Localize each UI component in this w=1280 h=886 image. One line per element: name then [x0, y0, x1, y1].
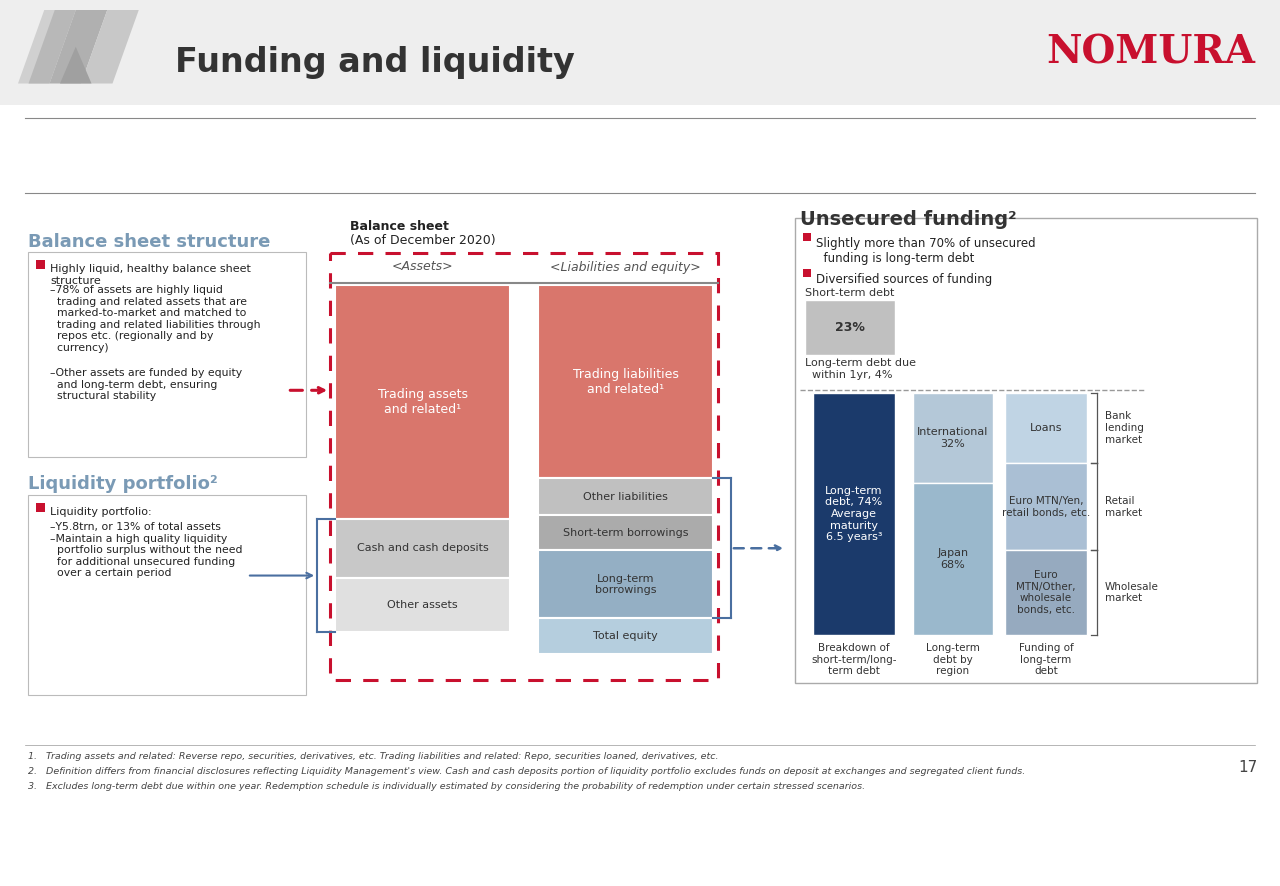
Text: Funding and liquidity: Funding and liquidity [175, 45, 575, 79]
FancyBboxPatch shape [36, 260, 45, 269]
Polygon shape [28, 10, 76, 83]
FancyBboxPatch shape [803, 269, 812, 277]
Text: Wholesale
market: Wholesale market [1105, 582, 1158, 603]
Text: Liquidity portfolio²: Liquidity portfolio² [28, 475, 218, 493]
Text: Long-term
debt by
region: Long-term debt by region [925, 643, 980, 676]
Text: Total equity: Total equity [593, 631, 658, 641]
Text: 1.   Trading assets and related: Reverse repo, securities, derivatives, etc. Tra: 1. Trading assets and related: Reverse r… [28, 752, 718, 761]
Text: 2.   Definition differs from financial disclosures reflecting Liquidity Manageme: 2. Definition differs from financial dis… [28, 767, 1025, 776]
FancyBboxPatch shape [1005, 463, 1087, 550]
FancyBboxPatch shape [913, 393, 993, 483]
FancyBboxPatch shape [803, 233, 812, 241]
Text: Diversified sources of funding: Diversified sources of funding [817, 273, 992, 286]
Text: (As of December 2020): (As of December 2020) [349, 234, 495, 247]
Polygon shape [18, 10, 76, 83]
FancyBboxPatch shape [28, 495, 306, 695]
Text: Slightly more than 70% of unsecured
  funding is long-term debt: Slightly more than 70% of unsecured fund… [817, 237, 1036, 265]
Polygon shape [81, 10, 138, 83]
FancyBboxPatch shape [795, 218, 1257, 683]
Text: <Liabilities and equity>: <Liabilities and equity> [550, 260, 701, 274]
FancyBboxPatch shape [538, 478, 713, 515]
FancyBboxPatch shape [335, 578, 509, 632]
Text: Retail
market: Retail market [1105, 496, 1142, 517]
Text: Cash and cash deposits: Cash and cash deposits [357, 543, 489, 553]
Text: Balance sheet structure: Balance sheet structure [28, 233, 270, 251]
Text: 3.   Excludes long-term debt due within one year. Redemption schedule is individ: 3. Excludes long-term debt due within on… [28, 782, 865, 791]
Text: Bank
lending
market: Bank lending market [1105, 411, 1144, 445]
FancyBboxPatch shape [335, 285, 509, 519]
Text: Liquidity portfolio:: Liquidity portfolio: [50, 507, 151, 517]
Text: Breakdown of
short-term/long-
term debt: Breakdown of short-term/long- term debt [812, 643, 897, 676]
Text: Trading assets
and related¹: Trading assets and related¹ [378, 388, 467, 416]
Text: Balance sheet: Balance sheet [349, 220, 449, 233]
Polygon shape [50, 10, 108, 83]
FancyBboxPatch shape [538, 618, 713, 654]
FancyBboxPatch shape [335, 519, 509, 578]
FancyBboxPatch shape [1005, 393, 1087, 463]
Text: Short-term debt: Short-term debt [805, 288, 895, 298]
FancyBboxPatch shape [1005, 550, 1087, 635]
FancyBboxPatch shape [36, 503, 45, 512]
Text: Japan
68%: Japan 68% [937, 548, 969, 570]
Text: Euro MTN/Yen,
retail bonds, etc.: Euro MTN/Yen, retail bonds, etc. [1002, 496, 1091, 517]
Polygon shape [60, 47, 91, 83]
Text: 23%: 23% [835, 321, 865, 334]
Text: Trading liabilities
and related¹: Trading liabilities and related¹ [572, 368, 678, 395]
Text: Other assets: Other assets [387, 600, 458, 610]
Text: Long-term debt due
  within 1yr, 4%: Long-term debt due within 1yr, 4% [805, 358, 916, 379]
FancyBboxPatch shape [538, 515, 713, 550]
Text: Euro
MTN/Other,
wholesale
bonds, etc.: Euro MTN/Other, wholesale bonds, etc. [1016, 571, 1075, 615]
Text: Long-term
borrowings: Long-term borrowings [595, 573, 657, 595]
FancyBboxPatch shape [805, 300, 895, 355]
Text: Other liabilities: Other liabilities [584, 492, 668, 501]
FancyBboxPatch shape [0, 0, 1280, 105]
Text: Unsecured funding²: Unsecured funding² [800, 210, 1016, 229]
FancyBboxPatch shape [913, 483, 993, 635]
Text: –Other assets are funded by equity
  and long-term debt, ensuring
  structural s: –Other assets are funded by equity and l… [50, 368, 242, 401]
Text: Long-term
debt, 74%
Average
maturity
6.5 years³: Long-term debt, 74% Average maturity 6.5… [826, 486, 883, 542]
Text: 17: 17 [1239, 760, 1258, 775]
Text: International
32%: International 32% [918, 427, 988, 448]
FancyBboxPatch shape [538, 550, 713, 618]
Text: NOMURA: NOMURA [1046, 33, 1254, 71]
Text: Short-term borrowings: Short-term borrowings [563, 528, 689, 538]
Text: –78% of assets are highly liquid
  trading and related assets that are
  marked-: –78% of assets are highly liquid trading… [50, 285, 261, 353]
FancyBboxPatch shape [28, 252, 306, 457]
Text: Loans: Loans [1029, 424, 1062, 433]
Text: Highly liquid, healthy balance sheet
structure: Highly liquid, healthy balance sheet str… [50, 264, 251, 285]
FancyBboxPatch shape [538, 285, 713, 478]
FancyBboxPatch shape [813, 393, 895, 635]
Text: –Y5.8trn, or 13% of total assets
–Maintain a high quality liquidity
  portfolio : –Y5.8trn, or 13% of total assets –Mainta… [50, 522, 242, 579]
Text: <Assets>: <Assets> [392, 260, 453, 274]
Text: Funding of
long-term
debt: Funding of long-term debt [1019, 643, 1074, 676]
